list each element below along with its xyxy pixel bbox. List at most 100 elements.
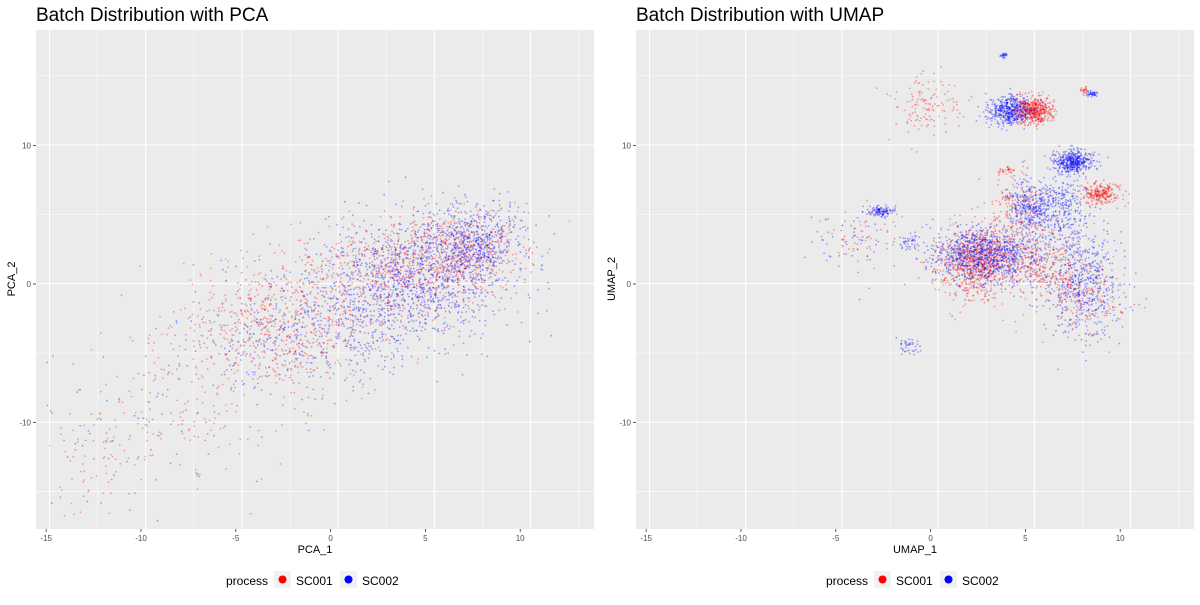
- pca-point-sc002: [376, 257, 378, 259]
- umap-point-sc001: [1054, 108, 1056, 110]
- pca-point-sc002: [355, 257, 357, 259]
- pca-point-sc001: [320, 253, 322, 255]
- pca-point-sc001: [147, 432, 149, 434]
- pca-point-sc002: [423, 299, 425, 301]
- pca-point-sc002: [430, 236, 432, 238]
- pca-point-sc001: [409, 260, 411, 262]
- umap-point-sc002: [1084, 223, 1086, 225]
- pca-point-sc001: [257, 445, 259, 447]
- pca-point-sc001: [210, 280, 212, 282]
- pca-point-sc001: [237, 321, 239, 323]
- pca-point-sc002: [450, 223, 452, 225]
- pca-point-sc002: [508, 226, 510, 228]
- pca-point-sc001: [509, 239, 511, 241]
- pca-point-sc001: [495, 213, 497, 215]
- umap-point-sc001: [953, 101, 955, 103]
- pca-point-sc002: [229, 342, 231, 344]
- pca-point-sc002: [478, 279, 480, 281]
- pca-point-sc001: [140, 479, 142, 481]
- pca-point-sc001: [231, 369, 233, 371]
- pca-point-sc002: [421, 239, 423, 241]
- pca-point-sc001: [435, 278, 437, 280]
- pca-point-sc002: [445, 287, 447, 289]
- pca-point-sc001: [235, 313, 237, 315]
- pca-point-sc001: [450, 274, 452, 276]
- pca-point-sc001: [489, 261, 491, 263]
- pca-point-sc002: [420, 266, 422, 268]
- pca-point-sc001: [417, 272, 419, 274]
- pca-point-sc001: [343, 294, 345, 296]
- pca-point-sc002: [490, 284, 492, 286]
- pca-point-sc002: [423, 305, 425, 307]
- pca-point-sc002: [356, 362, 358, 364]
- pca-point-sc001: [339, 290, 341, 292]
- pca-point-sc002: [480, 209, 482, 211]
- pca-point-sc002: [170, 462, 172, 464]
- pca-point-sc002: [425, 242, 427, 244]
- pca-point-sc001: [285, 270, 287, 272]
- pca-point-sc001: [109, 428, 111, 430]
- pca-point-sc001: [200, 335, 202, 337]
- pca-point-sc001: [281, 288, 283, 290]
- pca-point-sc002: [481, 304, 483, 306]
- pca-point-sc001: [399, 310, 401, 312]
- pca-point-sc001: [475, 241, 477, 243]
- pca-point-sc002: [497, 226, 499, 228]
- pca-point-sc001: [352, 260, 354, 262]
- pca-point-sc001: [160, 438, 162, 440]
- pca-point-sc001: [98, 417, 100, 419]
- pca-point-sc002: [324, 300, 326, 302]
- pca-point-sc002: [370, 346, 372, 348]
- pca-point-sc001: [524, 236, 526, 238]
- pca-point-sc001: [275, 354, 277, 356]
- pca-point-sc002: [422, 315, 424, 317]
- pca-point-sc001: [119, 399, 121, 401]
- pca-point-sc002: [433, 272, 435, 274]
- pca-point-sc001: [204, 391, 206, 393]
- pca-point-sc001: [360, 325, 362, 327]
- pca-point-sc001: [313, 369, 315, 371]
- pca-point-sc001: [273, 282, 275, 284]
- pca-point-sc001: [408, 262, 410, 264]
- umap-point-sc002: [1100, 165, 1102, 167]
- pca-point-sc001: [500, 209, 502, 211]
- pca-point-sc001: [508, 249, 510, 251]
- pca-point-sc001: [158, 357, 160, 359]
- pca-point-sc002: [250, 304, 252, 306]
- pca-point-sc002: [326, 246, 328, 248]
- umap-point-sc002: [1006, 130, 1008, 132]
- pca-point-sc002: [353, 288, 355, 290]
- pca-point-sc001: [300, 222, 302, 224]
- pca-point-sc001: [389, 339, 391, 341]
- pca-point-sc002: [520, 268, 522, 270]
- pca-point-sc001: [153, 380, 155, 382]
- pca-point-sc002: [484, 305, 486, 307]
- pca-point-sc001: [467, 241, 469, 243]
- pca-point-sc002: [377, 289, 379, 291]
- pca-point-sc002: [336, 298, 338, 300]
- pca-point-sc002: [452, 293, 454, 295]
- pca-point-sc001: [227, 339, 229, 341]
- pca-point-sc001: [439, 225, 441, 227]
- pca-point-sc002: [367, 348, 369, 350]
- pca-point-sc001: [312, 356, 314, 358]
- pca-point-sc002: [362, 293, 364, 295]
- pca-point-sc002: [413, 260, 415, 262]
- pca-point-sc002: [336, 338, 338, 340]
- pca-point-sc001: [389, 269, 391, 271]
- pca-point-sc002: [390, 240, 392, 242]
- pca-point-sc002: [412, 265, 414, 267]
- pca-point-sc002: [392, 313, 394, 315]
- pca-point-sc002: [452, 225, 454, 227]
- pca-point-sc001: [428, 250, 430, 252]
- pca-point-sc002: [304, 326, 306, 328]
- pca-point-sc002: [275, 305, 277, 307]
- pca-point-sc001: [515, 258, 517, 260]
- pca-point-sc001: [494, 296, 496, 298]
- pca-point-sc002: [444, 330, 446, 332]
- pca-point-sc001: [391, 352, 393, 354]
- pca-point-sc002: [390, 239, 392, 241]
- pca-point-sc002: [353, 348, 355, 350]
- pca-point-sc002: [474, 333, 476, 335]
